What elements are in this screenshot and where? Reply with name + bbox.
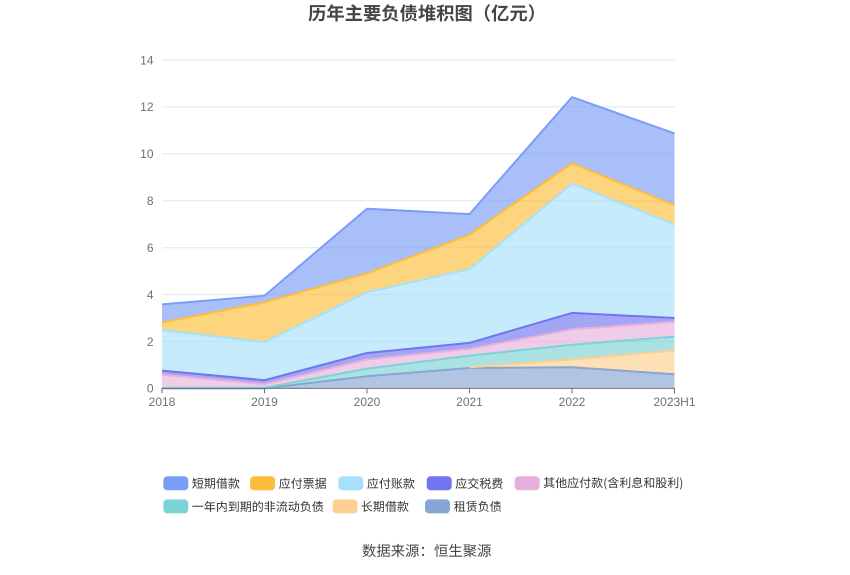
svg-text:8: 8 — [147, 194, 154, 208]
svg-text:0: 0 — [147, 382, 154, 396]
svg-text:12: 12 — [140, 100, 154, 114]
svg-text:2: 2 — [147, 335, 154, 349]
svg-text:2022: 2022 — [559, 395, 586, 409]
svg-text:2023H1: 2023H1 — [653, 395, 695, 409]
svg-text:10: 10 — [140, 147, 154, 161]
svg-text:2019: 2019 — [251, 395, 278, 409]
svg-text:2020: 2020 — [354, 395, 381, 409]
svg-text:4: 4 — [147, 288, 154, 302]
svg-text:2021: 2021 — [456, 395, 483, 409]
svg-text:6: 6 — [147, 241, 154, 255]
svg-text:2018: 2018 — [149, 395, 176, 409]
svg-text:14: 14 — [140, 53, 154, 67]
